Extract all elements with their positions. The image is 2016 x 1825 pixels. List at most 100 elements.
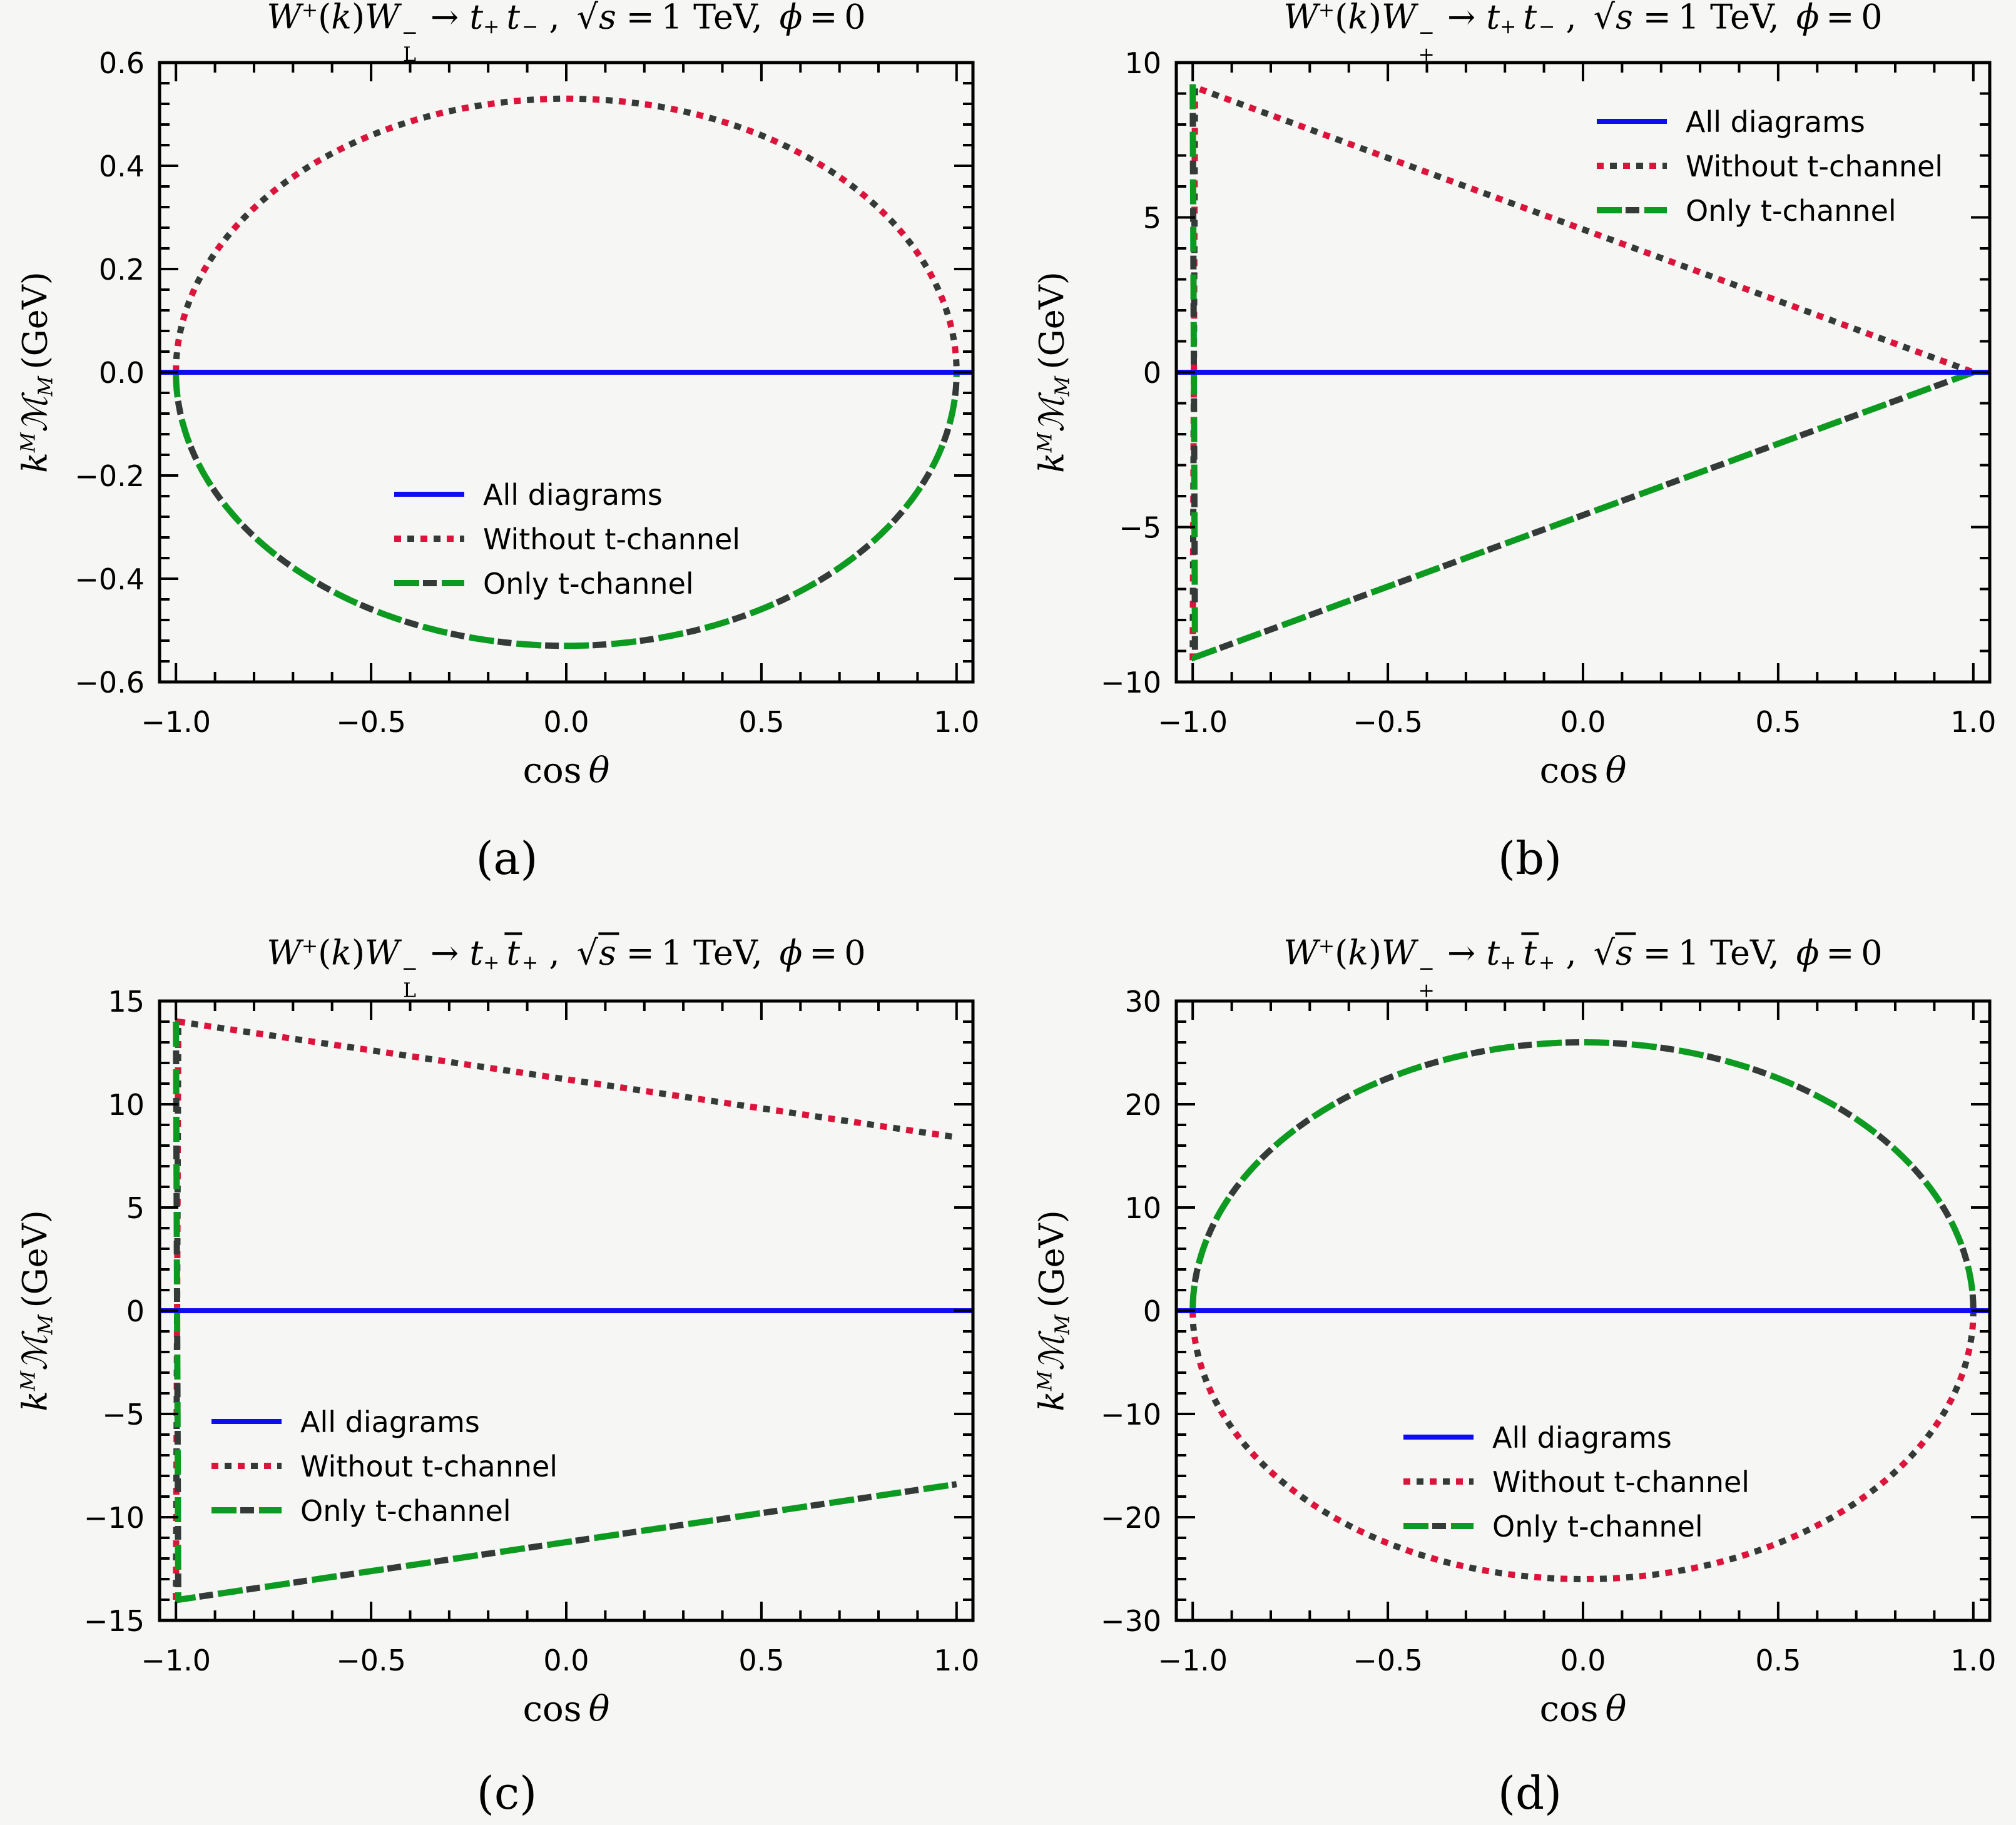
legend-label: Without t-channel (300, 1450, 557, 1483)
curves-c (160, 1018, 973, 1604)
legend-entry: Only t-channel (1597, 194, 1896, 228)
without-t-channel-line (1189, 1311, 1977, 1582)
ticks-d (1176, 1000, 1990, 1622)
curves-a (160, 95, 973, 649)
y-tick-label: −30 (1101, 1604, 1161, 1638)
y-tick-label: −10 (1101, 1398, 1161, 1431)
tick-labels-a: −1.0 −0.5 0.0 0.5 1.0 0.6 0.4 0.2 0.0 −0.2 −0.4 −0.… (74, 46, 979, 739)
legend-label: Without t-channel (1686, 150, 1943, 183)
only-t-channel-line (1189, 1039, 1977, 1311)
subplot-b: −1.0 −0.5 0.0 0.5 1.0 10 5 0 −5 −10 All diagrams Wi… (1101, 46, 1996, 739)
legend-b: All diagrams Without t-channel Only t-chan… (1597, 105, 1943, 228)
subplot-d: −1.0 −0.5 0.0 0.5 1.0 30 20 10 0 −10 −20 −30 All dia… (1101, 985, 1996, 1677)
y-tick-label: 0 (126, 1294, 145, 1328)
y-tick-label: 5 (1143, 201, 1161, 235)
y-tick-label: −0.6 (74, 666, 145, 699)
y-tick-label: −0.2 (74, 459, 145, 493)
tick-labels-b: −1.0 −0.5 0.0 0.5 1.0 10 5 0 −5 −10 (1101, 46, 1996, 739)
only-t-channel-shadow-line (1189, 84, 1975, 662)
ticks-c (160, 1000, 973, 1622)
legend-entry: Only t-channel (1403, 1510, 1703, 1543)
legend-d: All diagrams Without t-channel Only t-chan… (1403, 1421, 1749, 1543)
x-tick-label: 0.5 (738, 1644, 784, 1677)
only-t-channel-line (173, 1021, 957, 1604)
subplot-c: −1.0 −0.5 0.0 0.5 1.0 15 10 5 0 −5 −10 −15 All diagr… (84, 985, 979, 1677)
y-tick-label: 0.2 (99, 253, 145, 287)
y-tick-label: −20 (1101, 1501, 1161, 1535)
y-tick-label: 10 (1124, 46, 1161, 80)
x-tick-label: 0.0 (543, 705, 589, 739)
legend-entry: Without t-channel (1597, 150, 1943, 183)
y-tick-label: 5 (126, 1191, 145, 1225)
subplot-a: −1.0 −0.5 0.0 0.5 1.0 0.6 0.4 0.2 0.0 −0.2 −0.4 −0.… (74, 46, 979, 739)
without-t-channel-shadow-line (173, 95, 960, 372)
y-tick-label: −5 (102, 1398, 145, 1431)
ticks-a (160, 61, 973, 683)
y-tick-label: 0.0 (99, 356, 145, 390)
y-tick-label: 0.6 (99, 46, 145, 80)
x-tick-label: −1.0 (1158, 1644, 1228, 1677)
legend-label: All diagrams (483, 478, 663, 512)
legend-entry: All diagrams (394, 478, 663, 512)
legend-label: Only t-channel (300, 1494, 511, 1528)
tick-labels-d: −1.0 −0.5 0.0 0.5 1.0 30 20 10 0 −10 −20 −30 (1101, 985, 1996, 1677)
y-tick-label: 0 (1143, 1294, 1161, 1328)
legend-entry: All diagrams (1403, 1421, 1672, 1455)
x-tick-label: −1.0 (1158, 705, 1228, 739)
x-tick-label: 0.5 (1755, 705, 1801, 739)
y-tick-label: −0.4 (74, 562, 145, 596)
tick-labels-c: −1.0 −0.5 0.0 0.5 1.0 15 10 5 0 −5 −10 −15 (84, 985, 979, 1677)
curves-b (1176, 83, 1990, 662)
x-tick-label: 1.0 (934, 705, 979, 739)
x-tick-label: −0.5 (336, 1644, 406, 1677)
x-tick-label: −0.5 (336, 705, 406, 739)
legend-label: All diagrams (300, 1405, 480, 1439)
x-tick-label: 1.0 (1950, 1644, 1996, 1677)
x-tick-label: 1.0 (934, 1644, 979, 1677)
only-t-channel-shadow-line (1189, 1039, 1977, 1311)
legend-entry: Only t-channel (394, 567, 694, 601)
y-tick-label: 30 (1124, 985, 1161, 1019)
legend-entry: Only t-channel (211, 1494, 511, 1528)
legend-entry: All diagrams (211, 1405, 480, 1439)
x-tick-label: 0.5 (1755, 1644, 1801, 1677)
legend-a: All diagrams Without t-channel Only t-chan… (394, 478, 740, 601)
y-tick-label: 0 (1143, 356, 1161, 390)
y-tick-label: 15 (108, 985, 145, 1019)
x-tick-label: 0.0 (1560, 1644, 1606, 1677)
legend-entry: Without t-channel (1403, 1465, 1749, 1499)
x-tick-label: −1.0 (141, 1644, 211, 1677)
y-tick-label: −10 (84, 1501, 145, 1535)
legend-entry: All diagrams (1597, 105, 1865, 139)
x-tick-label: 0.0 (1560, 705, 1606, 739)
y-tick-label: 0.4 (99, 150, 145, 183)
x-tick-label: −0.5 (1353, 1644, 1423, 1677)
x-tick-label: 0.5 (738, 705, 784, 739)
legend-label: Only t-channel (1492, 1510, 1703, 1543)
legend-c: All diagrams Without t-channel Only t-chan… (211, 1405, 557, 1528)
y-tick-label: 10 (108, 1088, 145, 1122)
y-tick-label: −15 (84, 1604, 145, 1638)
x-tick-label: −1.0 (141, 705, 211, 739)
legend-label: All diagrams (1686, 105, 1865, 139)
legend-label: Without t-channel (1492, 1465, 1749, 1499)
only-t-channel-line (1189, 84, 1975, 662)
x-tick-label: 0.0 (543, 1644, 589, 1677)
y-tick-label: 10 (1124, 1191, 1161, 1225)
y-tick-label: 20 (1124, 1088, 1161, 1122)
y-tick-label: −5 (1119, 511, 1161, 545)
x-tick-label: 1.0 (1950, 705, 1996, 739)
without-t-channel-shadow-line (1189, 1311, 1977, 1582)
legend-label: Only t-channel (483, 567, 694, 601)
x-tick-label: −0.5 (1353, 705, 1423, 739)
y-tick-label: −10 (1101, 666, 1161, 699)
legend-label: All diagrams (1492, 1421, 1672, 1455)
curves-d (1176, 1039, 1990, 1582)
legend-label: Only t-channel (1686, 194, 1896, 228)
ticks-b (1176, 61, 1990, 683)
without-t-channel-line (173, 95, 960, 372)
legend-label: Without t-channel (483, 522, 740, 556)
only-t-channel-line (173, 372, 960, 649)
